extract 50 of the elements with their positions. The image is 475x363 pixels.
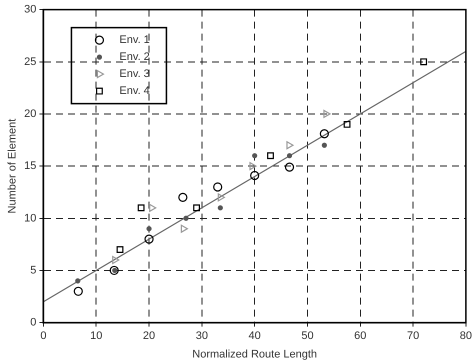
y-tick-label: 10 bbox=[24, 212, 36, 224]
legend-label: Env. 2 bbox=[119, 51, 150, 64]
point bbox=[193, 204, 200, 212]
point bbox=[267, 152, 274, 160]
x-axis-title: Normalized Route Length bbox=[192, 348, 318, 360]
point bbox=[322, 142, 327, 148]
x-tick-label: 10 bbox=[90, 330, 102, 342]
y-tick-label: 30 bbox=[24, 4, 36, 16]
point bbox=[252, 153, 258, 158]
y-axis-title: Number of Element bbox=[6, 118, 19, 214]
point bbox=[218, 193, 225, 202]
point bbox=[249, 162, 257, 170]
x-tick-label: 30 bbox=[196, 330, 208, 342]
point bbox=[213, 182, 222, 192]
point bbox=[420, 58, 428, 66]
x-tick-label: 40 bbox=[248, 330, 261, 342]
point bbox=[323, 110, 331, 118]
point bbox=[218, 205, 223, 210]
y-tick-label: 5 bbox=[30, 264, 36, 276]
point bbox=[286, 141, 294, 150]
point bbox=[320, 129, 329, 138]
point bbox=[183, 216, 189, 221]
point bbox=[138, 204, 145, 212]
x-tick-label: 60 bbox=[354, 330, 366, 342]
x-tick-label: 80 bbox=[460, 330, 472, 342]
point bbox=[344, 120, 350, 128]
legend-label: Env. 1 bbox=[119, 34, 150, 46]
y-tick-label: 20 bbox=[24, 108, 36, 120]
legend-label: Env. 4 bbox=[119, 85, 150, 98]
x-tick-label: 20 bbox=[142, 330, 156, 342]
point bbox=[144, 234, 154, 244]
point bbox=[74, 286, 83, 296]
x-tick-label: 50 bbox=[301, 330, 314, 342]
x-tick-label: 70 bbox=[406, 330, 420, 342]
y-tick-label: 25 bbox=[24, 56, 36, 68]
legend-label: Env. 3 bbox=[119, 68, 150, 80]
point bbox=[116, 246, 124, 253]
point bbox=[180, 224, 188, 233]
point bbox=[178, 192, 188, 202]
point bbox=[112, 256, 120, 264]
point bbox=[149, 204, 156, 212]
point bbox=[75, 278, 80, 284]
point bbox=[146, 226, 152, 232]
y-tick-label: 0 bbox=[30, 316, 36, 329]
y-tick-label: 15 bbox=[24, 160, 36, 172]
point bbox=[250, 170, 260, 180]
x-tick-label: 0 bbox=[40, 330, 46, 342]
point bbox=[284, 162, 294, 172]
point bbox=[286, 153, 292, 158]
point bbox=[110, 266, 119, 276]
